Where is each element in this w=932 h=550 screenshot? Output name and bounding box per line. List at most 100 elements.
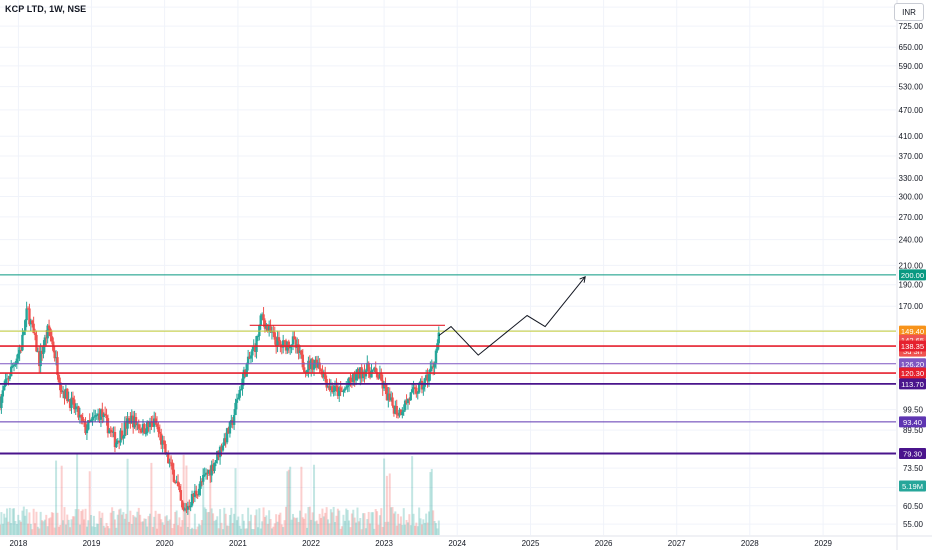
candle-body — [231, 420, 234, 425]
candle-body — [336, 386, 340, 397]
candle-body — [297, 344, 300, 353]
candle-body — [235, 399, 239, 403]
level-badge — [899, 416, 926, 428]
candle-body — [322, 373, 326, 378]
candle-body — [81, 417, 84, 421]
candle-body — [333, 385, 337, 392]
volume-bar — [49, 517, 52, 535]
volume-bar — [186, 526, 189, 535]
candle-body — [5, 378, 9, 380]
currency-selector[interactable]: INR — [894, 3, 924, 21]
volume-bar — [353, 517, 356, 535]
candle-body — [120, 430, 124, 439]
candle-body — [29, 320, 33, 325]
volume-bar — [293, 517, 296, 535]
candle-body — [176, 481, 180, 487]
candle-body — [433, 363, 436, 368]
volume-bar — [434, 523, 437, 535]
volume-bar — [3, 513, 6, 535]
candle-body — [276, 337, 279, 347]
volume-bar — [374, 509, 377, 535]
volume-bar — [342, 514, 345, 535]
volume-bar — [437, 520, 440, 535]
candle-body — [160, 433, 163, 445]
candle-body — [283, 340, 286, 342]
candle-body — [224, 438, 227, 443]
candle-body — [3, 385, 6, 391]
price-tick-label: 270.00 — [899, 213, 924, 222]
candle-body — [427, 374, 431, 382]
candle-body — [213, 463, 216, 471]
volume-bar — [10, 523, 13, 535]
volume-bar — [32, 508, 35, 535]
volume-bar — [412, 513, 415, 535]
volume-bar — [411, 456, 414, 535]
volume-bar — [69, 527, 72, 535]
candle-body — [151, 423, 155, 427]
candle-body — [221, 445, 225, 451]
volume-bar — [112, 510, 115, 535]
level-badge — [899, 367, 926, 379]
candle-body — [197, 488, 201, 495]
volume-bar — [273, 523, 276, 535]
candle-body — [216, 451, 219, 461]
price-tick-label: 300.00 — [899, 193, 924, 202]
volume-bar — [245, 528, 248, 535]
volume-bar — [80, 511, 83, 535]
volume-bar — [192, 528, 195, 535]
volume-bar — [231, 523, 234, 535]
candle-body — [375, 372, 379, 378]
candle-body — [200, 481, 204, 483]
candle-body — [370, 370, 373, 378]
volume-bar — [367, 511, 370, 535]
price-tick-label: 470.00 — [899, 106, 924, 115]
candle-body — [402, 410, 405, 412]
candle-body — [352, 373, 355, 382]
volume-bar — [423, 522, 426, 535]
candle-body — [413, 387, 417, 389]
volume-bar — [394, 511, 397, 535]
volume-badge — [899, 480, 926, 492]
volume-bar — [343, 520, 346, 535]
volume-bar — [206, 512, 209, 535]
volume-bar — [392, 513, 395, 535]
volume-bar — [339, 528, 342, 535]
candle-body — [312, 364, 316, 370]
candle-body — [410, 389, 414, 393]
candle-body — [45, 337, 48, 339]
candle-body — [7, 378, 10, 380]
volume-bar — [338, 510, 341, 535]
volume-bar — [249, 514, 252, 535]
volume-bar — [433, 520, 436, 535]
projection-arrowhead — [579, 275, 586, 283]
candle-body — [141, 424, 145, 433]
volume-bar — [11, 508, 14, 535]
volume-bar — [322, 516, 325, 535]
volume-bar — [425, 513, 428, 535]
volume-bar — [163, 524, 166, 535]
volume-bar — [172, 523, 175, 535]
volume-bar — [299, 510, 302, 535]
candle-body — [195, 490, 198, 495]
candle-body — [169, 462, 173, 464]
volume-bar — [263, 517, 266, 535]
candle-body — [186, 505, 190, 510]
volume-bar — [317, 523, 320, 535]
volume-bar — [262, 507, 265, 535]
candle-body — [15, 358, 19, 365]
volume-bar — [53, 527, 56, 535]
volume-bar — [244, 528, 247, 535]
volume-bar — [266, 523, 269, 535]
volume-bar — [171, 528, 174, 535]
volume-bar — [50, 512, 53, 535]
volume-bar — [181, 520, 184, 535]
candle-body — [269, 326, 272, 332]
volume-bar — [106, 526, 109, 535]
candle-body — [196, 494, 199, 496]
candle-body — [43, 337, 47, 347]
candle-body — [54, 357, 58, 359]
candle-body — [134, 417, 138, 425]
candle-body — [84, 421, 87, 434]
